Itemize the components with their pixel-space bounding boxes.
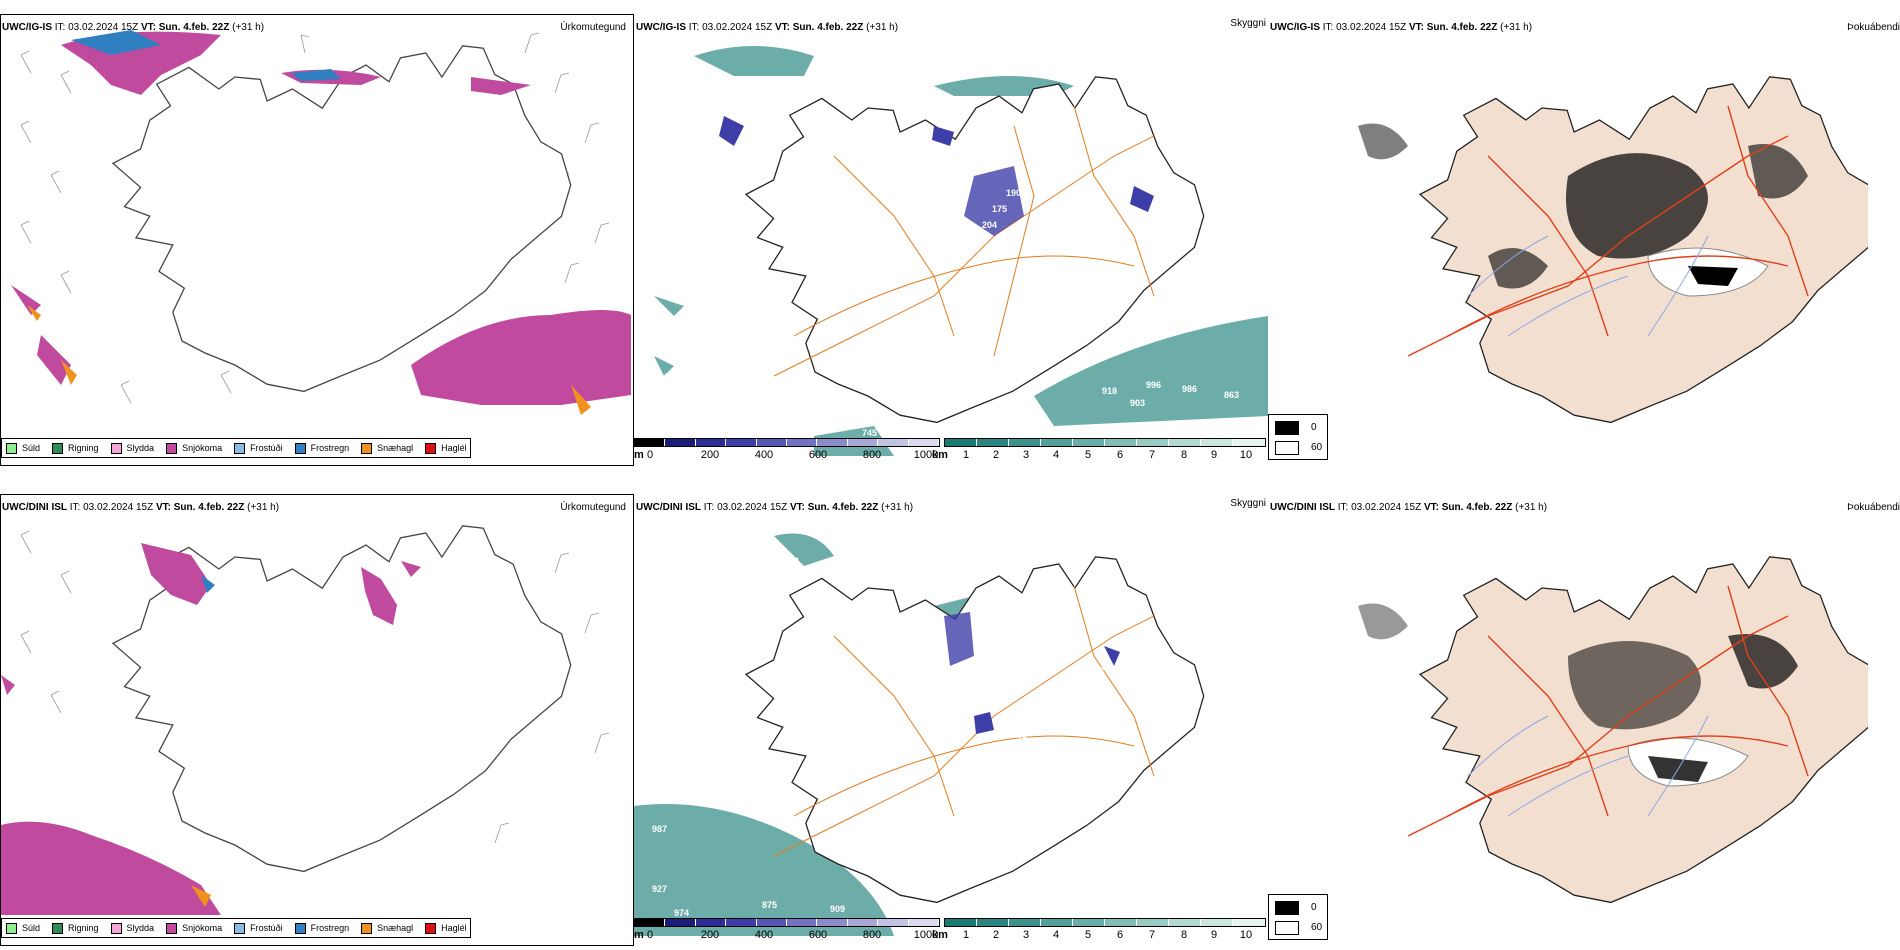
map-label: 192 bbox=[984, 696, 999, 706]
ceiling-map: 173 377 190 175 204 184 991 918 996 986 … bbox=[654, 46, 1268, 456]
precip-type-map bbox=[1, 525, 610, 915]
legend-item: Rigning bbox=[52, 922, 99, 934]
precip-type-panel-top: UWC/IG-IS IT: 03.02.2024 15Z VT: Sun. 4.… bbox=[0, 14, 634, 466]
map-label: 330 bbox=[742, 594, 757, 604]
map-label: 875 bbox=[762, 900, 777, 910]
fog-map bbox=[1358, 556, 1868, 904]
map-label: 204 bbox=[982, 220, 997, 230]
panel-title: Úrkomutegund bbox=[560, 22, 626, 33]
map-label: 903 bbox=[1130, 398, 1145, 408]
map-label: 173 bbox=[732, 98, 747, 108]
legend-item: Súld bbox=[6, 442, 40, 454]
ceiling-colorbar: m 0 200 400 600 800 1000 bbox=[634, 438, 940, 462]
ceiling-panel-bottom: UWC/DINI ISL IT: 03.02.2024 15Z VT: Sun.… bbox=[634, 494, 1268, 946]
map-label: 745 bbox=[862, 428, 877, 438]
legend-item: Haglél bbox=[425, 442, 467, 454]
fog-legend-top: 0 60 bbox=[1268, 414, 1328, 460]
precip-type-panel-bottom: UWC/DINI ISL IT: 03.02.2024 15Z VT: Sun.… bbox=[0, 494, 634, 946]
map-label: 927 bbox=[652, 884, 667, 894]
model-name: UWC/IG-IS bbox=[2, 22, 52, 33]
rivers bbox=[1467, 235, 1709, 337]
wind-barbs bbox=[20, 32, 610, 404]
legend-item: Snjókoma bbox=[166, 442, 222, 454]
low-ceiling-areas bbox=[719, 116, 1154, 236]
fog-legend-bottom: 0 60 bbox=[1268, 894, 1328, 940]
panel-header: UWC/DINI ISL IT: 03.02.2024 15Z VT: Sun.… bbox=[636, 502, 914, 513]
map-label: 974 bbox=[674, 908, 689, 918]
map-label: 987 bbox=[652, 824, 667, 834]
legend-item: Snæhagl bbox=[361, 442, 413, 454]
panel-title: Þokuábendi bbox=[1847, 502, 1900, 513]
map-label: 986 bbox=[1182, 384, 1197, 394]
map-label: 704 bbox=[784, 556, 799, 566]
panel-title: Úrkomutegund bbox=[560, 502, 626, 513]
precip-areas bbox=[11, 30, 631, 415]
panel-title: Skyggni bbox=[1230, 498, 1266, 509]
map-label: 996 bbox=[1146, 380, 1161, 390]
ceiling-panel-top: UWC/IG-IS IT: 03.02.2024 15Z VT: Sun. 4.… bbox=[634, 14, 1268, 466]
map-frame bbox=[0, 494, 634, 946]
fog-panel-bottom: UWC/DINI ISL IT: 03.02.2024 15Z VT: Sun.… bbox=[1268, 494, 1900, 946]
map-label: 863 bbox=[1224, 390, 1239, 400]
roads-red bbox=[1407, 105, 1809, 357]
legend-item: Frostregn bbox=[294, 922, 349, 934]
legend-item: Frostregn bbox=[294, 442, 349, 454]
panel-header: UWC/DINI ISL IT: 03.02.2024 15Z VT: Sun.… bbox=[2, 502, 280, 513]
legend-item: Frostúði bbox=[234, 442, 283, 454]
panel-title: Þokuábendi bbox=[1847, 22, 1900, 33]
legend-item: Frostúði bbox=[234, 922, 283, 934]
map-label: 201 bbox=[1100, 662, 1115, 672]
visibility-colorbar: km 1 2 3 4 5 6 7 8 9 10 bbox=[932, 438, 1266, 462]
panel-header: UWC/IG-IS IT: 03.02.2024 15Z VT: Sun. 4.… bbox=[2, 22, 265, 33]
panel-header: UWC/DINI ISL IT: 03.02.2024 15Z VT: Sun.… bbox=[1270, 502, 1548, 513]
legend-item: Snjókoma bbox=[166, 922, 222, 934]
fog-fields bbox=[1358, 123, 1808, 297]
precip-type-map bbox=[11, 30, 631, 415]
legend-item: Slydda bbox=[110, 442, 154, 454]
map-label: 184 bbox=[958, 250, 973, 260]
map-label: 377 bbox=[784, 100, 799, 110]
model-name: UWC/DINI ISL bbox=[2, 502, 67, 513]
map-label: 190 bbox=[1006, 188, 1021, 198]
fog-panel-top: UWC/IG-IS IT: 03.02.2024 15Z VT: Sun. 4.… bbox=[1268, 14, 1900, 466]
map-label: 175 bbox=[992, 204, 1007, 214]
precip-type-legend: Súld Rigning Slydda Snjókoma Frostúði Fr… bbox=[1, 918, 471, 938]
legend-item: Súld bbox=[6, 922, 40, 934]
panel-header: UWC/IG-IS IT: 03.02.2024 15Z VT: Sun. 4.… bbox=[1270, 22, 1533, 33]
legend-item: Slydda bbox=[110, 922, 154, 934]
map-label: 909 bbox=[830, 904, 845, 914]
visibility-colorbar: km 1 2 3 4 5 6 7 8 9 10 bbox=[932, 918, 1266, 942]
precip-areas bbox=[1, 543, 421, 915]
ceiling-map: 704 330 227 192 151 484 201 987 927 875 … bbox=[634, 533, 1205, 936]
map-label: 991 bbox=[654, 372, 669, 382]
legend-item: Snæhagl bbox=[361, 922, 413, 934]
map-label: 151 bbox=[1012, 730, 1027, 740]
map-label: 918 bbox=[1102, 386, 1117, 396]
ceiling-colorbar: m 0 200 400 600 800 1000 bbox=[634, 918, 940, 942]
legend-item: Haglél bbox=[425, 922, 467, 934]
precip-type-legend: Súld Rigning Slydda Snjókoma Frostúði Fr… bbox=[1, 438, 471, 458]
map-label: 484 bbox=[1020, 746, 1035, 756]
panel-header: UWC/IG-IS IT: 03.02.2024 15Z VT: Sun. 4.… bbox=[636, 22, 899, 33]
panel-title: Skyggni bbox=[1230, 18, 1266, 29]
legend-item: Rigning bbox=[52, 442, 99, 454]
fog-map bbox=[1358, 76, 1868, 424]
map-frame bbox=[0, 14, 634, 466]
map-label: 227 bbox=[986, 656, 1001, 666]
